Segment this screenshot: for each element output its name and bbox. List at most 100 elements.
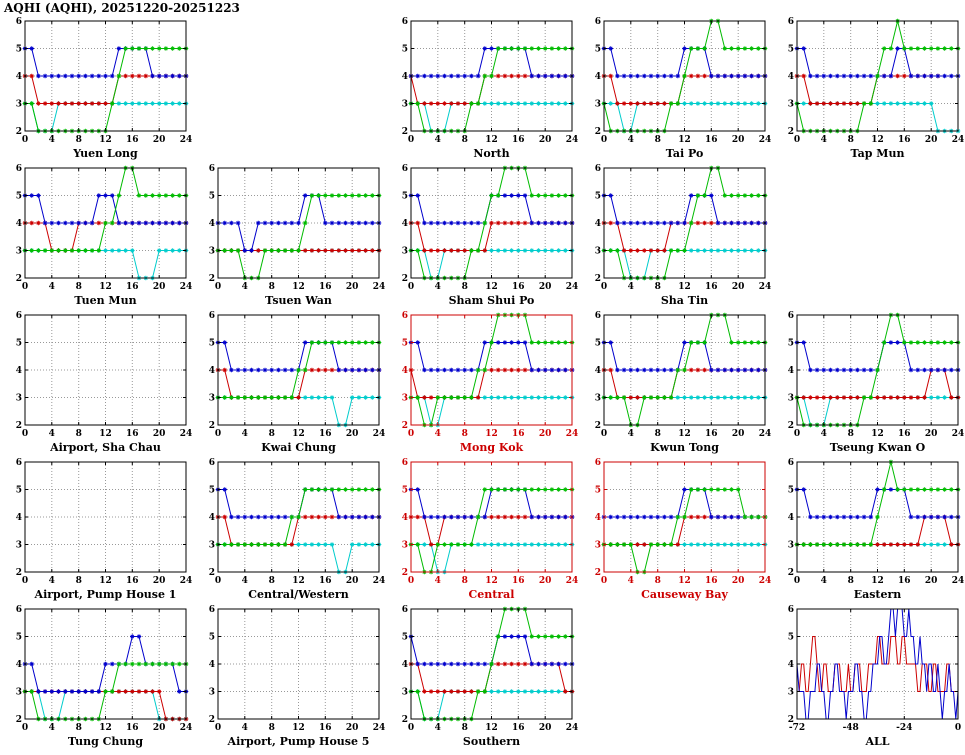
svg-text:2: 2 [402, 421, 408, 431]
svg-text:3: 3 [402, 541, 408, 551]
chart-canvas: 0 4 8 12 16 20 24 2 3 4 5 6 Kwai Chung [209, 311, 385, 454]
chart-title: Kwai Chung [261, 441, 336, 454]
svg-text:16: 16 [126, 135, 139, 145]
svg-text:20: 20 [732, 135, 745, 145]
svg-text:2: 2 [16, 274, 22, 284]
svg-text:12: 12 [99, 135, 112, 145]
svg-text:12: 12 [678, 429, 691, 439]
svg-text:6: 6 [16, 311, 22, 321]
chart-mong-kok: 0 4 8 12 16 20 24 2 3 4 5 6 Mong Kok [386, 308, 579, 455]
chart-title: North [473, 147, 509, 160]
svg-text:12: 12 [99, 429, 112, 439]
chart-kwun-tong: 0 4 8 12 16 20 24 2 3 4 5 6 Kwun Tong [579, 308, 772, 455]
svg-text:4: 4 [402, 219, 408, 229]
svg-text:16: 16 [319, 576, 332, 586]
svg-text:5: 5 [16, 339, 22, 349]
svg-text:8: 8 [269, 723, 275, 733]
svg-text:-24: -24 [896, 723, 912, 733]
chart-kwai-chung: 0 4 8 12 16 20 24 2 3 4 5 6 Kwai Chung [193, 308, 386, 455]
svg-text:6: 6 [595, 17, 601, 27]
svg-text:24: 24 [180, 429, 192, 439]
svg-text:6: 6 [595, 164, 601, 174]
svg-text:4: 4 [16, 513, 22, 523]
svg-text:2: 2 [595, 274, 601, 284]
svg-text:0: 0 [22, 135, 28, 145]
svg-text:3: 3 [402, 100, 408, 110]
svg-text:4: 4 [628, 429, 634, 439]
svg-text:4: 4 [242, 723, 248, 733]
chart-canvas: 0 4 8 12 16 20 24 2 3 4 5 6 Eastern [788, 458, 964, 601]
svg-text:4: 4 [628, 135, 634, 145]
svg-text:8: 8 [269, 429, 275, 439]
charts-grid: 0 4 8 12 16 20 24 2 3 4 5 6 Yuen Long 0 4 8 12 16 20 24 2 3 4 5… [0, 14, 965, 749]
svg-text:3: 3 [595, 100, 601, 110]
svg-text:8: 8 [269, 282, 275, 292]
svg-text:3: 3 [16, 100, 22, 110]
svg-text:20: 20 [925, 135, 938, 145]
svg-text:0: 0 [215, 429, 221, 439]
svg-text:5: 5 [16, 192, 22, 202]
chart-canvas: 0 4 8 12 16 20 24 2 3 4 5 6 Mong Kok [402, 311, 578, 454]
svg-text:24: 24 [373, 723, 385, 733]
svg-text:4: 4 [435, 576, 441, 586]
chart-title: ALL [864, 735, 889, 748]
svg-text:12: 12 [99, 576, 112, 586]
svg-text:16: 16 [126, 429, 139, 439]
svg-text:20: 20 [925, 576, 938, 586]
svg-text:24: 24 [759, 282, 771, 292]
chart-canvas: 0 4 8 12 16 20 24 2 3 4 5 6 Airport, Sha Chau [16, 311, 192, 454]
svg-text:6: 6 [402, 164, 408, 174]
svg-text:4: 4 [402, 513, 408, 523]
chart-airport-pump-house-1: 0 4 8 12 16 20 24 2 3 4 5 6 Airport, Pump House 1 [0, 455, 193, 602]
svg-text:3: 3 [16, 247, 22, 257]
svg-text:4: 4 [209, 513, 215, 523]
svg-text:12: 12 [871, 135, 884, 145]
svg-text:0: 0 [955, 723, 961, 733]
svg-text:0: 0 [601, 429, 607, 439]
svg-text:20: 20 [346, 429, 359, 439]
svg-text:5: 5 [209, 633, 215, 643]
chart-canvas: 0 4 8 12 16 20 24 2 3 4 5 6 Central [402, 458, 578, 601]
chart-central: 0 4 8 12 16 20 24 2 3 4 5 6 Central [386, 455, 579, 602]
svg-text:-72: -72 [789, 723, 805, 733]
svg-text:6: 6 [788, 605, 794, 615]
svg-text:5: 5 [16, 633, 22, 643]
svg-text:3: 3 [209, 688, 215, 698]
chart-title: Yuen Long [72, 147, 138, 160]
svg-text:12: 12 [871, 576, 884, 586]
svg-text:2: 2 [788, 421, 794, 431]
chart-tap-mun: 0 4 8 12 16 20 24 2 3 4 5 6 Tap Mun [772, 14, 965, 161]
chart-canvas: 0 4 8 12 16 20 24 2 3 4 5 6 Sha Tin [595, 164, 771, 307]
svg-text:4: 4 [435, 282, 441, 292]
svg-text:3: 3 [788, 394, 794, 404]
svg-text:12: 12 [485, 135, 498, 145]
svg-text:12: 12 [485, 723, 498, 733]
svg-text:5: 5 [16, 45, 22, 55]
svg-text:4: 4 [242, 576, 248, 586]
svg-text:2: 2 [209, 274, 215, 284]
svg-text:2: 2 [402, 127, 408, 137]
svg-text:3: 3 [209, 394, 215, 404]
svg-text:20: 20 [153, 576, 166, 586]
svg-text:8: 8 [462, 576, 468, 586]
svg-text:4: 4 [595, 366, 601, 376]
svg-text:24: 24 [373, 576, 385, 586]
chart-canvas: 0 4 8 12 16 20 24 2 3 4 5 6 Tuen Mun [16, 164, 192, 307]
chart-title: Tung Chung [68, 735, 143, 748]
svg-text:4: 4 [402, 660, 408, 670]
chart-canvas: 0 4 8 12 16 20 24 2 3 4 5 6 Airport, Pump House 5 [209, 605, 385, 748]
chart-title: Mong Kok [460, 441, 524, 454]
svg-text:5: 5 [595, 339, 601, 349]
svg-text:16: 16 [126, 576, 139, 586]
svg-text:8: 8 [76, 135, 82, 145]
chart-airport-pump-house-5: 0 4 8 12 16 20 24 2 3 4 5 6 Airport, Pump House 5 [193, 602, 386, 749]
chart-causeway-bay: 0 4 8 12 16 20 24 2 3 4 5 6 Causeway Bay [579, 455, 772, 602]
chart-title: Tseung Kwan O [830, 441, 926, 454]
svg-text:5: 5 [788, 45, 794, 55]
svg-text:2: 2 [402, 568, 408, 578]
svg-text:8: 8 [655, 135, 661, 145]
svg-text:20: 20 [732, 429, 745, 439]
svg-text:5: 5 [209, 339, 215, 349]
svg-text:24: 24 [759, 135, 771, 145]
